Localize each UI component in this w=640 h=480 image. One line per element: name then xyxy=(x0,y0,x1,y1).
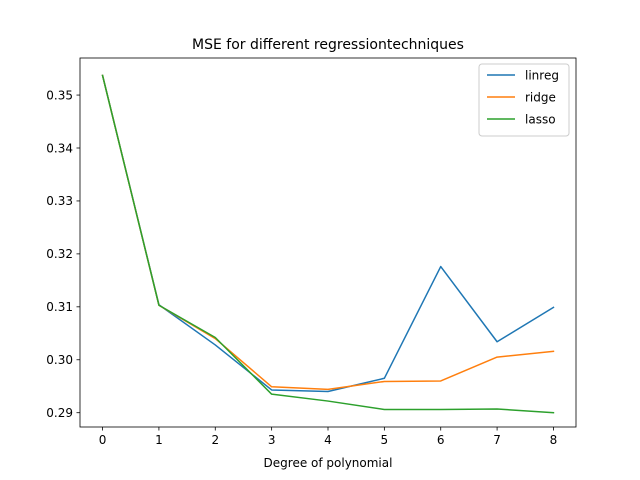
x-tick-label: 6 xyxy=(437,433,445,447)
plot-lines xyxy=(101,74,555,414)
x-tick-label: 2 xyxy=(211,433,219,447)
x-tick-label: 8 xyxy=(550,433,558,447)
x-tick-label: 3 xyxy=(268,433,276,447)
x-axis: 0 1 2 3 4 5 6 7 8 xyxy=(99,427,558,447)
legend-box xyxy=(478,63,570,137)
y-tick-label: 0.32 xyxy=(46,247,73,261)
x-tick-label: 0 xyxy=(99,433,107,447)
legend-label-lasso: lasso xyxy=(525,112,556,126)
y-tick-label: 0.31 xyxy=(46,300,73,314)
chart-title: MSE for different regressiontechniques xyxy=(192,37,464,53)
x-tick-label: 4 xyxy=(324,433,332,447)
x-axis-label: Degree of polynomial xyxy=(264,456,393,470)
x-tick-label: 5 xyxy=(381,433,389,447)
legend-label-ridge: ridge xyxy=(525,90,556,104)
y-tick-label: 0.34 xyxy=(46,141,73,155)
y-tick-label: 0.30 xyxy=(46,353,73,367)
y-axis: 0.29 0.30 0.31 0.32 0.33 0.34 0.35 xyxy=(46,88,80,420)
y-tick-label: 0.33 xyxy=(46,194,73,208)
y-tick-label: 0.35 xyxy=(46,88,73,102)
series-line-linreg xyxy=(101,74,555,393)
y-tick-label: 0.29 xyxy=(46,406,73,420)
legend: linreg ridge lasso xyxy=(478,63,570,137)
series-line-lasso xyxy=(101,74,555,414)
x-tick-label: 1 xyxy=(155,433,163,447)
x-tick-label: 7 xyxy=(493,433,501,447)
legend-label-linreg: linreg xyxy=(525,68,559,82)
